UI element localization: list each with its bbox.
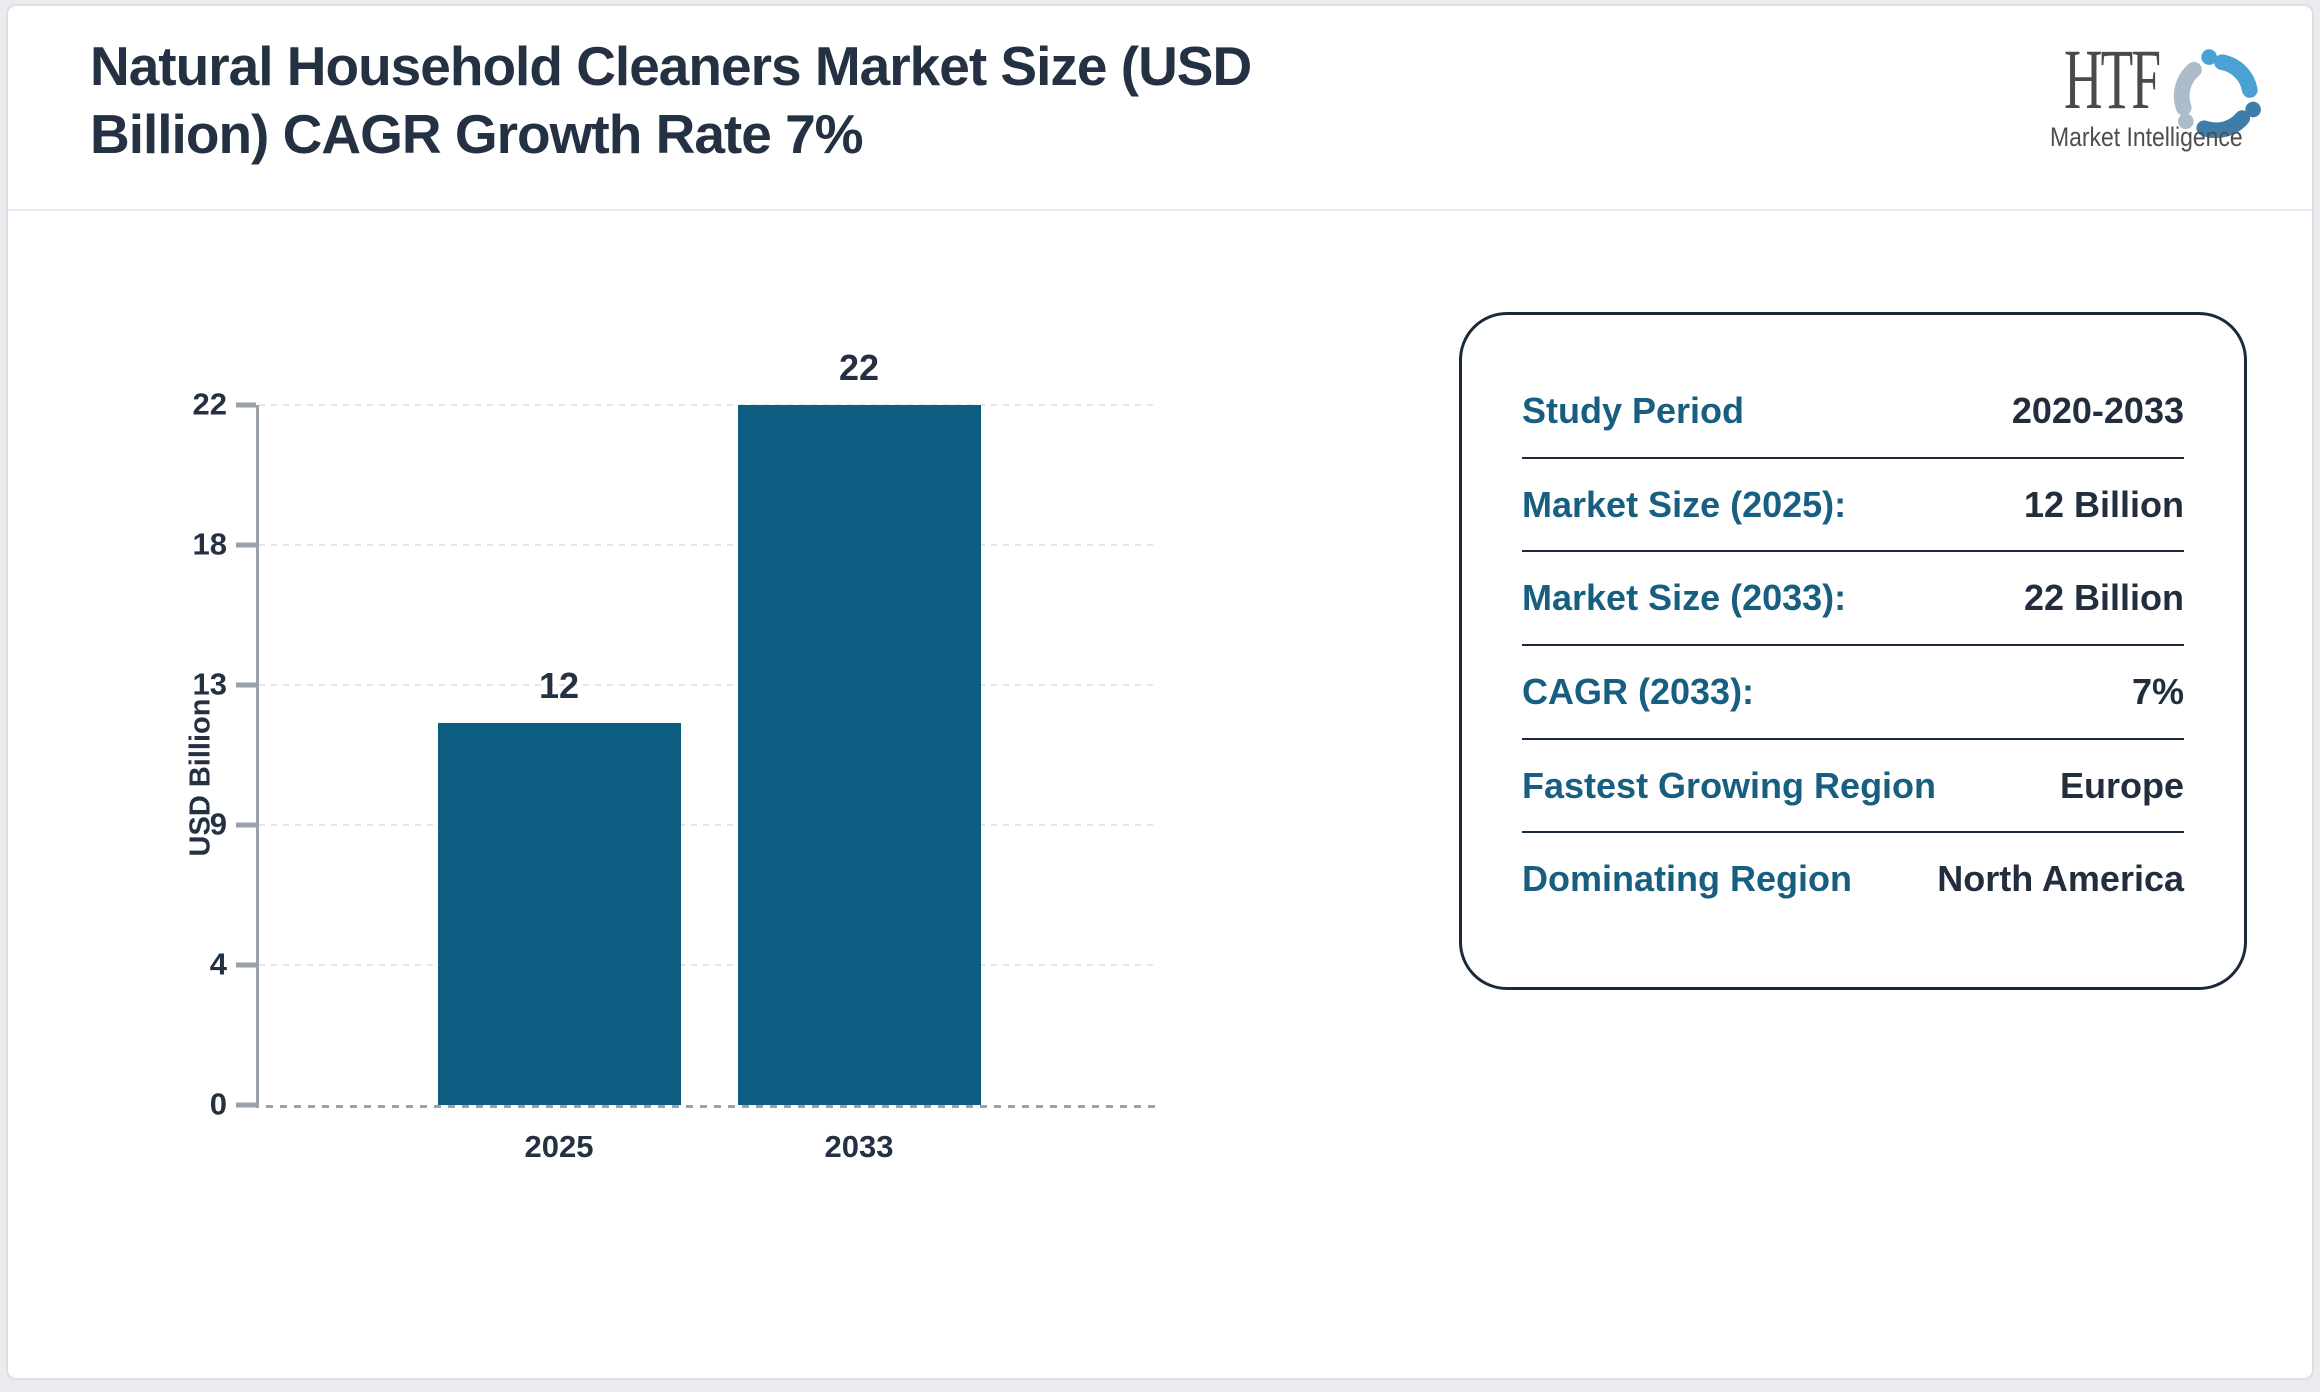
x-tick-label: 2033: [824, 1129, 894, 1164]
page-panel: Natural Household Cleaners Market Size (…: [6, 4, 2314, 1380]
bar-value-label: 22: [838, 347, 880, 388]
logo-text: HTF: [2064, 31, 2161, 127]
y-tick-mark: [236, 402, 256, 408]
info-row: Market Size (2025): 12 Billion: [1522, 459, 2184, 553]
info-card-rows: Study Period 2020-2033 Market Size (2025):…: [1522, 365, 2184, 925]
gridline: [259, 824, 1159, 826]
info-row-value: 22 Billion: [2023, 577, 2184, 619]
y-tick-label: 18: [192, 526, 227, 562]
bar-2025: [437, 723, 681, 1105]
y-tick-mark: [236, 962, 256, 968]
info-row: Market Size (2033): 22 Billion: [1522, 552, 2184, 647]
y-tick-label: 22: [192, 386, 227, 422]
info-row-value: 7%: [2131, 670, 2184, 712]
y-tick-mark: [236, 542, 256, 548]
y-tick-label: 9: [209, 806, 227, 842]
info-row-value: North America: [1937, 858, 2184, 900]
info-row-value: 12 Billion: [2023, 483, 2184, 525]
gridline: [259, 684, 1159, 686]
info-row: Study Period 2020-2033: [1522, 365, 2184, 459]
gridline: [259, 404, 1159, 406]
bar-2033: [737, 405, 981, 1105]
info-row: Dominating Region North America: [1522, 833, 2184, 925]
info-row: Fastest Growing Region Europe: [1522, 740, 2184, 834]
y-tick-mark: [236, 1102, 256, 1108]
info-row-label: Market Size (2025):: [1522, 483, 1847, 525]
page-title: Natural Household Cleaners Market Size (…: [90, 32, 1252, 168]
info-row-label: Market Size (2033):: [1522, 577, 1847, 619]
title-line-1: Natural Household Cleaners Market Size (…: [90, 35, 1252, 97]
info-card: Study Period 2020-2033 Market Size (2025):…: [1459, 312, 2247, 990]
y-tick-label: 0: [209, 1086, 227, 1122]
info-row: CAGR (2033): 7%: [1522, 646, 2184, 740]
y-tick-label: 13: [192, 666, 227, 702]
header-divider: [8, 209, 2312, 211]
title-line-2: Billion) CAGR Growth Rate 7%: [90, 103, 864, 165]
info-row-value: Europe: [2059, 764, 2184, 806]
logo: HTF Market Intelligence: [2044, 36, 2274, 166]
y-tick-label: 4: [209, 946, 227, 982]
info-row-value: 2020-2033: [2011, 389, 2184, 431]
info-row-label: CAGR (2033):: [1522, 670, 1755, 712]
y-tick-mark: [236, 822, 256, 828]
info-row-label: Fastest Growing Region: [1522, 764, 1937, 806]
y-axis-line: [256, 405, 259, 1105]
plot-area: 0 4 9 13 18 22 12 2025 22 2033: [193, 347, 1159, 1164]
gridline: [259, 544, 1159, 546]
y-tick-mark: [236, 682, 256, 688]
htf-swirl-icon: [2173, 49, 2261, 139]
info-row-label: Dominating Region: [1522, 858, 1852, 900]
gridline: [259, 964, 1159, 966]
info-row-label: Study Period: [1522, 389, 1745, 431]
baseline-dash-overlay: [259, 1105, 1159, 1108]
bar-value-label: 12: [538, 665, 580, 707]
logo-subtext: Market Intelligence: [2050, 122, 2243, 152]
x-tick-label: 2025: [524, 1129, 594, 1164]
